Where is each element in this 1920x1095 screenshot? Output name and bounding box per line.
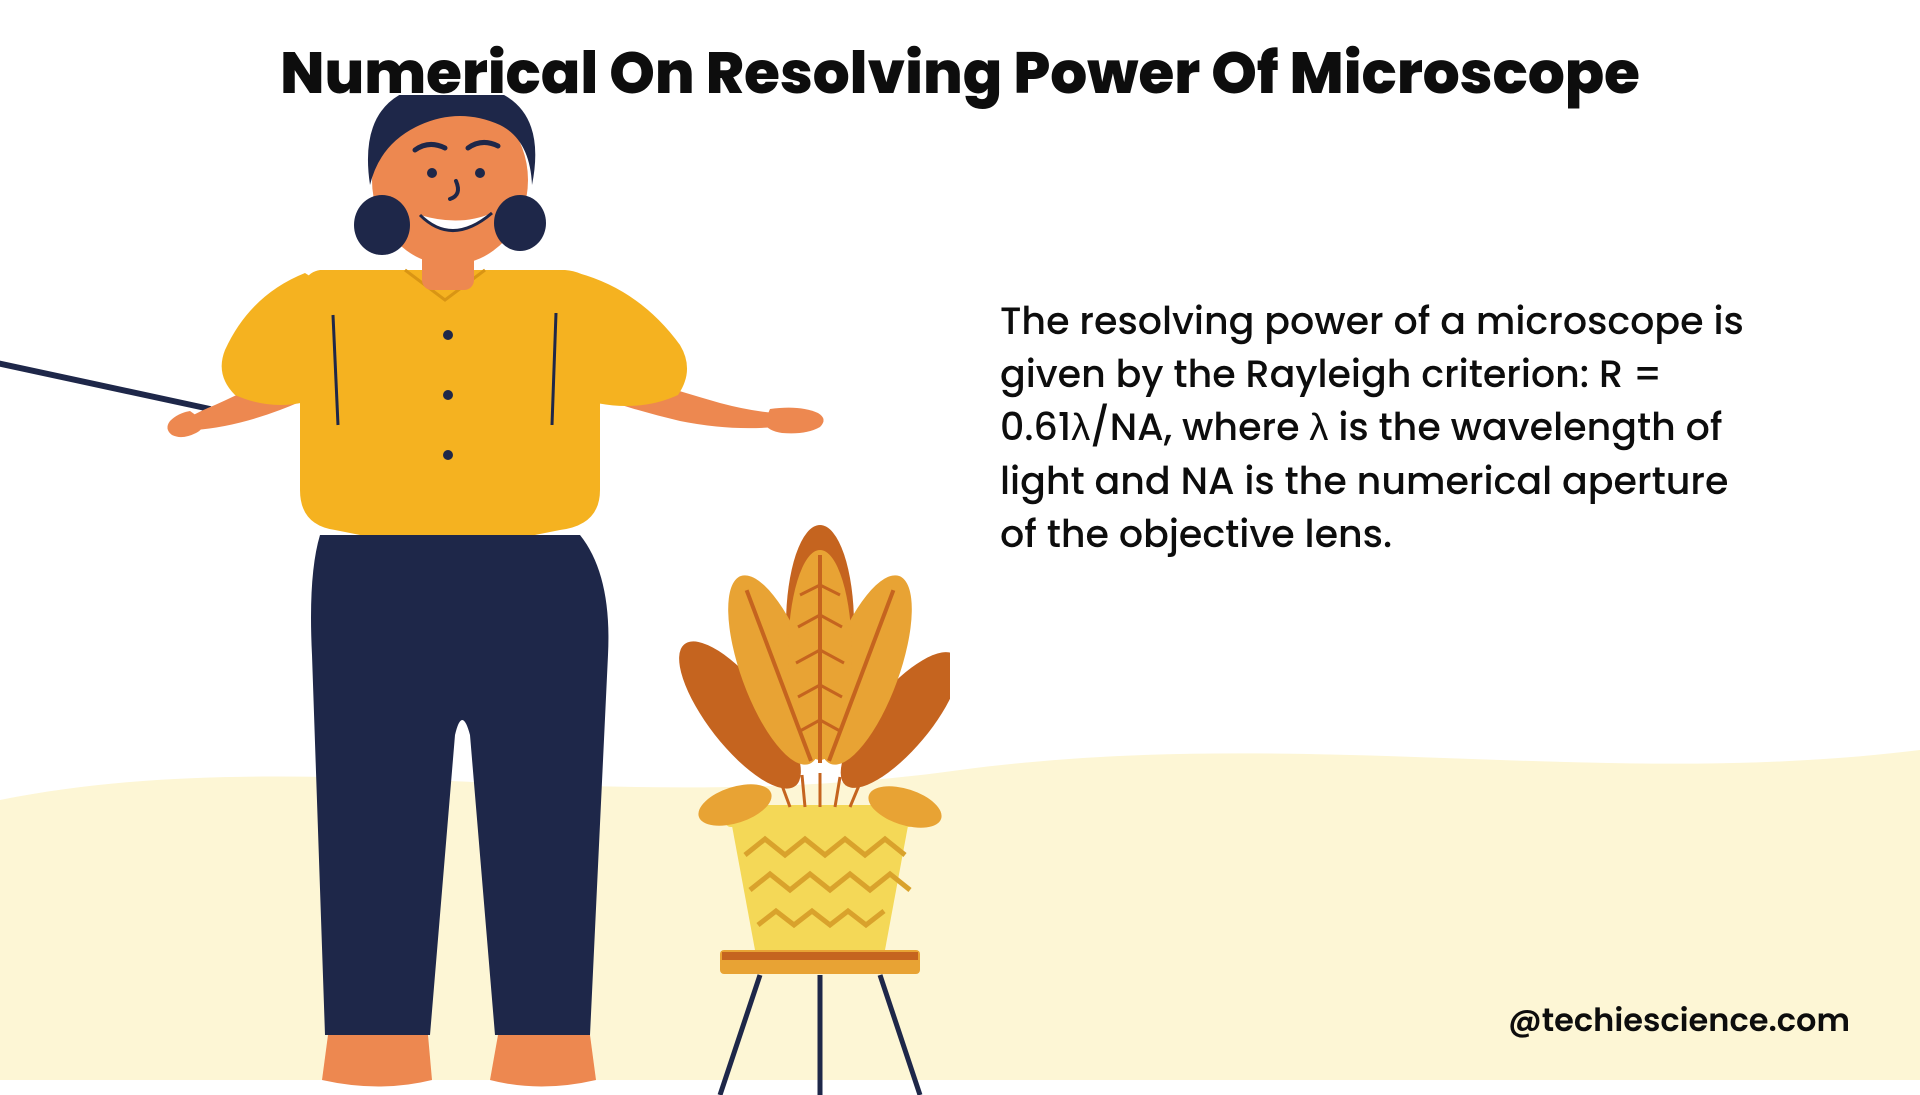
credit-text: @techiescience.com xyxy=(1508,997,1850,1045)
description-text: The resolving power of a microscope is g… xyxy=(1000,295,1760,561)
teacher-illustration xyxy=(0,95,950,1095)
